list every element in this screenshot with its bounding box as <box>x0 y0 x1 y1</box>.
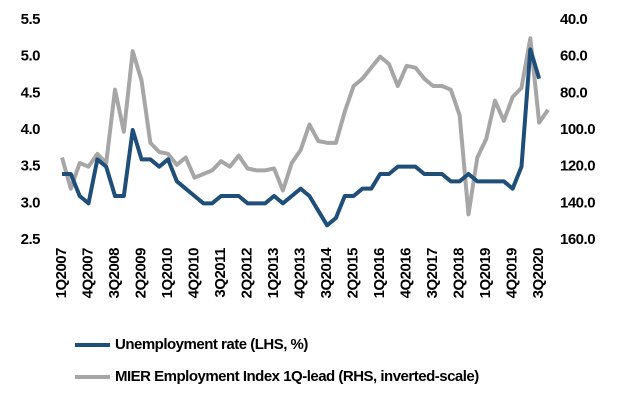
x-tick-label: 1Q2007 <box>53 248 70 299</box>
x-tick-label: 1Q2019 <box>477 248 494 299</box>
x-tick-label: 3Q2014 <box>318 247 335 299</box>
x-tick-label: 3Q2017 <box>424 248 441 299</box>
x-tick-label: 2Q2015 <box>345 248 362 299</box>
y-tick-label: 4.5 <box>21 84 41 101</box>
x-tick-label: 4Q2010 <box>186 248 203 299</box>
series-line <box>62 47 542 228</box>
y2-tick-label: 140.0 <box>560 194 595 211</box>
x-tick-label: 3Q2011 <box>212 248 229 298</box>
x-tick-label: 2Q2009 <box>132 248 149 299</box>
y-tick-label: 5.0 <box>21 48 41 65</box>
series-line <box>60 36 550 217</box>
y-tick-label: 3.5 <box>21 158 41 175</box>
y-tick-label: 3.0 <box>21 194 41 211</box>
y2-tick-label: 60.0 <box>560 48 587 65</box>
x-tick-label: 4Q2019 <box>504 248 521 299</box>
x-tick-label: 3Q2020 <box>530 248 547 299</box>
y-tick-label: 4.0 <box>21 121 41 138</box>
x-tick-label: 2Q2012 <box>239 248 256 299</box>
y-tick-label: 2.5 <box>21 231 41 248</box>
x-tick-label: 1Q2010 <box>159 248 176 299</box>
x-tick-label: 1Q2016 <box>371 248 388 299</box>
x-tick-label: 2Q2018 <box>451 248 468 299</box>
x-tick-label: 3Q2008 <box>106 248 123 299</box>
x-tick-label: 4Q2016 <box>398 248 415 299</box>
y2-tick-label: 80.0 <box>560 84 587 101</box>
legend-label: MIER Employment Index 1Q-lead (RHS, inve… <box>115 368 479 385</box>
x-tick-label: 1Q2013 <box>265 248 282 299</box>
x-tick-label: 4Q2007 <box>79 248 96 299</box>
y2-tick-label: 40.0 <box>560 11 587 28</box>
y-tick-label: 5.5 <box>21 11 41 28</box>
legend-label: Unemployment rate (LHS, %) <box>115 336 308 353</box>
y2-tick-label: 100.0 <box>560 121 595 138</box>
x-tick-label: 4Q2013 <box>292 248 309 299</box>
y2-tick-label: 160.0 <box>560 231 595 248</box>
y2-tick-label: 120.0 <box>560 158 595 175</box>
